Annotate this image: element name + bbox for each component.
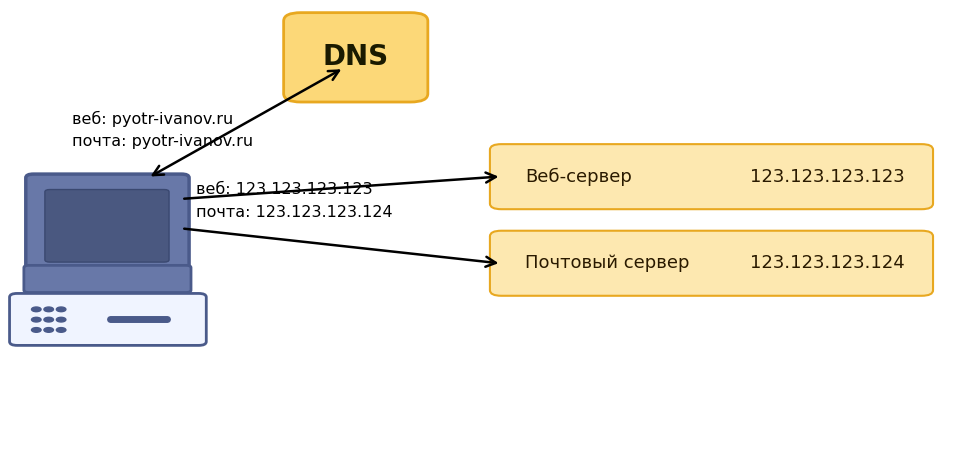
Circle shape — [32, 317, 41, 322]
Circle shape — [32, 328, 41, 332]
Text: 123.123.123.123: 123.123.123.123 — [750, 168, 904, 186]
Text: почта: pyotr-ivanov.ru: почта: pyotr-ivanov.ru — [72, 134, 253, 149]
Text: веб: pyotr-ivanov.ru: веб: pyotr-ivanov.ru — [72, 111, 233, 127]
Text: 123.123.123.124: 123.123.123.124 — [750, 254, 904, 272]
Text: Веб-сервер: Веб-сервер — [525, 168, 632, 186]
Circle shape — [32, 307, 41, 312]
Circle shape — [56, 317, 66, 322]
FancyBboxPatch shape — [284, 13, 428, 102]
Text: DNS: DNS — [323, 44, 389, 71]
FancyBboxPatch shape — [10, 293, 206, 345]
Text: веб: 123.123.123.123: веб: 123.123.123.123 — [196, 182, 372, 197]
Circle shape — [56, 307, 66, 312]
Text: Почтовый сервер: Почтовый сервер — [525, 254, 690, 272]
FancyBboxPatch shape — [26, 174, 189, 275]
FancyBboxPatch shape — [24, 265, 191, 292]
Circle shape — [44, 307, 53, 312]
FancyBboxPatch shape — [490, 231, 933, 296]
FancyBboxPatch shape — [490, 144, 933, 209]
Circle shape — [44, 328, 53, 332]
Circle shape — [56, 328, 66, 332]
Circle shape — [44, 317, 53, 322]
FancyBboxPatch shape — [45, 190, 169, 262]
Text: почта: 123.123.123.124: почта: 123.123.123.124 — [196, 205, 393, 219]
